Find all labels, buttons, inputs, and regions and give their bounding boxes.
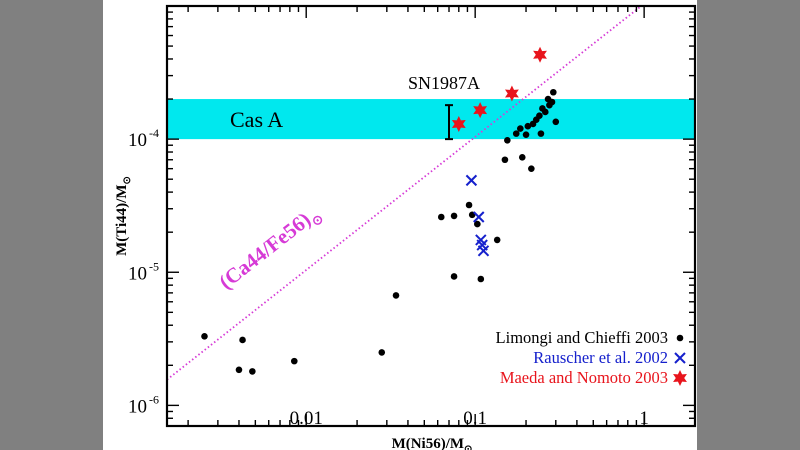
series-0-point-1 bbox=[239, 336, 246, 344]
series-0-point-13 bbox=[477, 275, 485, 283]
y-tick-label-exponent-1: -5 bbox=[149, 259, 159, 273]
series-1-point-4 bbox=[476, 239, 488, 251]
series-1-point-0 bbox=[465, 174, 478, 187]
x-axis-sun-subscript: ⊙ bbox=[464, 444, 472, 450]
series-0-point-18 bbox=[517, 125, 524, 132]
legend-marker-1-stroke-b bbox=[674, 352, 686, 364]
series-1-point-2-stroke-b bbox=[475, 234, 487, 246]
series-0-point-33 bbox=[552, 118, 560, 126]
x-tick-label-1: 0.1 bbox=[463, 408, 487, 429]
series-2-point-1 bbox=[473, 102, 488, 119]
series-1-point-4-stroke-b bbox=[476, 239, 488, 251]
series-0-point-2 bbox=[235, 366, 243, 374]
series-0-point-7 bbox=[437, 213, 445, 221]
series-0-point-12 bbox=[474, 220, 481, 228]
series-0-point-28 bbox=[541, 108, 549, 116]
series-0-point-0 bbox=[201, 333, 208, 340]
y-tick-label-1: 10 bbox=[128, 263, 147, 284]
series-0-point-32 bbox=[550, 88, 557, 96]
legend-label-2: Maeda and Nomoto 2003 bbox=[500, 368, 668, 387]
series-0-point-19 bbox=[518, 154, 526, 161]
ca44-fe56-reference-line bbox=[166, 5, 642, 381]
series-0-point-8 bbox=[450, 212, 458, 220]
series-0-point-3 bbox=[249, 368, 256, 375]
legend-marker-2 bbox=[673, 370, 687, 386]
y-tick-label-exponent-0: -6 bbox=[149, 392, 159, 406]
series-0-point-15 bbox=[501, 156, 509, 164]
y-tick-label-exponent-2: -4 bbox=[149, 126, 159, 140]
series-0-point-25 bbox=[536, 112, 543, 119]
x-axis-title-text: M(Ni56)/M bbox=[392, 436, 464, 450]
x-axis-title: M(Ni56)/M⊙ bbox=[392, 436, 473, 450]
sn1987a-label: SN1987A bbox=[408, 73, 480, 93]
series-1-point-1 bbox=[473, 211, 485, 223]
series-0-point-20 bbox=[522, 131, 530, 138]
series-0-point-5 bbox=[378, 349, 386, 356]
y-axis-title-text: M(Ti44)/M bbox=[114, 185, 130, 256]
series-0-point-17 bbox=[512, 130, 520, 137]
series-1-point-0-stroke-b bbox=[465, 174, 478, 187]
y-tick-label-2: 10 bbox=[128, 130, 147, 151]
series-0-point-9 bbox=[450, 273, 458, 280]
x-tick-label-2: 1 bbox=[639, 408, 649, 429]
legend-label-0: Limongi and Chieffi 2003 bbox=[496, 328, 668, 347]
data-series bbox=[201, 46, 560, 375]
series-1-point-1-stroke-b bbox=[473, 211, 485, 223]
series-0-point-4 bbox=[290, 357, 298, 365]
series-1-point-3-stroke-b bbox=[477, 245, 490, 257]
plot-frame bbox=[165, 4, 697, 428]
x-tick-label-0: 0.01 bbox=[290, 408, 323, 429]
legend-label-1: Rauscher et al. 2002 bbox=[533, 348, 668, 367]
series-0-point-14 bbox=[493, 236, 501, 244]
series-2-point-3 bbox=[533, 46, 547, 63]
series-0-point-26 bbox=[537, 130, 545, 137]
series-0-point-16 bbox=[504, 136, 511, 144]
series-0-point-22 bbox=[528, 165, 535, 172]
legend-marker-1 bbox=[674, 352, 686, 364]
series-2 bbox=[451, 46, 547, 132]
series-1 bbox=[465, 174, 490, 257]
series-0 bbox=[201, 88, 560, 375]
series-0-point-21 bbox=[524, 122, 532, 130]
series-0-point-10 bbox=[465, 201, 473, 209]
series-0-point-6 bbox=[392, 292, 400, 299]
sn1987a-error-bar bbox=[445, 104, 454, 141]
cas-a-label: Cas A bbox=[230, 107, 283, 132]
series-2-point-0 bbox=[451, 115, 466, 132]
series-2-point-2 bbox=[504, 85, 519, 102]
legend-marker-0 bbox=[676, 334, 684, 342]
series-0-point-31 bbox=[548, 98, 556, 106]
cas-a-band bbox=[167, 99, 695, 140]
y-tick-label-0: 10 bbox=[128, 396, 147, 417]
y-axis-sun-subscript: ⊙ bbox=[122, 176, 133, 184]
panel-background bbox=[103, 0, 697, 450]
y-axis-title: M(Ti44)/M⊙ bbox=[114, 176, 133, 256]
